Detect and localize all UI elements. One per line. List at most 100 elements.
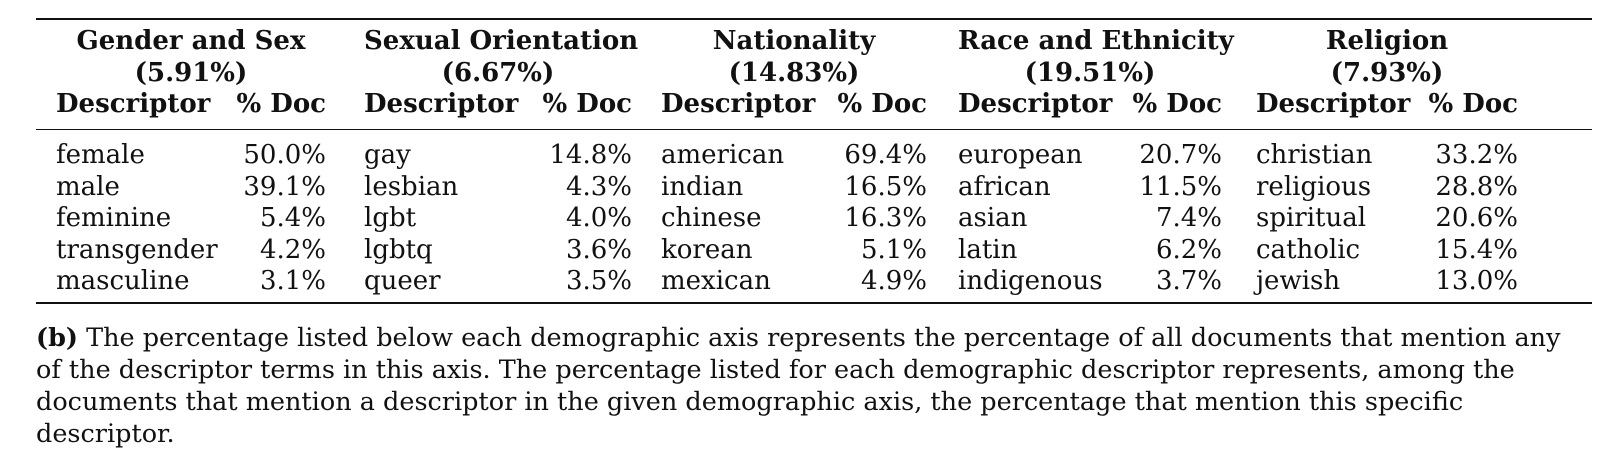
table-row: religious 28.8% xyxy=(1256,172,1518,204)
descriptor-term: mexican xyxy=(661,266,771,296)
descriptor-term: lesbian xyxy=(364,171,459,202)
descriptor-doc-percent: 3.6% xyxy=(565,234,632,265)
descriptor-doc-percent: 16.3% xyxy=(844,203,927,233)
descriptor-rows: christian 33.2% religious 28.8% spiritual 20.… xyxy=(1256,140,1518,298)
axis-group-sexual-orientation: Sexual Orientation (6.67%) Descriptor % Doc… xyxy=(364,18,639,308)
table-row: spiritual 20.6% xyxy=(1256,203,1518,235)
descriptor-term: lgbt xyxy=(364,203,417,233)
descriptor-term: american xyxy=(661,140,785,170)
axis-group-race-and-ethnicity: Race and Ethnicity (19.51%) Descriptor % Do… xyxy=(958,18,1234,308)
descriptor-term: catholic xyxy=(1256,234,1361,265)
axis-title: Sexual Orientation xyxy=(364,26,639,56)
descriptor-column-header: Descriptor xyxy=(661,89,816,119)
descriptor-doc-percent: 69.4% xyxy=(844,140,927,170)
table-row: gay 14.8% xyxy=(364,140,632,172)
descriptor-doc-percent: 7.4% xyxy=(1155,203,1222,233)
descriptor-doc-percent: 3.5% xyxy=(565,266,632,296)
descriptor-doc-percent: 3.7% xyxy=(1155,266,1222,296)
descriptor-doc-percent: 14.8% xyxy=(549,140,632,170)
table-row: mexican 4.9% xyxy=(661,266,927,298)
axis-percentage: (5.91%) xyxy=(134,58,248,88)
table-row: chinese 16.3% xyxy=(661,203,927,235)
descriptor-doc-percent: 4.0% xyxy=(565,203,632,233)
descriptor-term: feminine xyxy=(56,203,172,233)
table-row: european 20.7% xyxy=(958,140,1222,172)
descriptor-doc-percent: 13.0% xyxy=(1435,266,1518,296)
descriptor-doc-percent: 39.1% xyxy=(243,171,326,202)
doc-percent-column-header: % Doc xyxy=(1132,89,1222,119)
descriptor-column-header: Descriptor xyxy=(958,89,1113,119)
descriptor-term: female xyxy=(56,140,145,170)
descriptor-term: spiritual xyxy=(1256,203,1367,233)
descriptor-term: indigenous xyxy=(958,266,1103,296)
axis-group-religion: Religion (7.93%) Descriptor % Doc christian 3… xyxy=(1256,18,1518,308)
descriptor-doc-percent: 15.4% xyxy=(1435,234,1518,265)
table-row: lesbian 4.3% xyxy=(364,172,632,204)
descriptor-doc-percent: 20.7% xyxy=(1139,140,1222,170)
descriptor-doc-percent: 3.1% xyxy=(259,266,326,296)
table-row: latin 6.2% xyxy=(958,235,1222,267)
descriptor-column-header: Descriptor xyxy=(1256,89,1411,119)
table-row: catholic 15.4% xyxy=(1256,235,1518,267)
table-row: feminine 5.4% xyxy=(56,203,326,235)
descriptor-rows: gay 14.8% lesbian 4.3% lgbt 4.0% lgbtq 3.6% quee… xyxy=(364,140,632,298)
descriptor-doc-percent: 4.2% xyxy=(259,234,326,265)
table-row: christian 33.2% xyxy=(1256,140,1518,172)
axis-percentage: (7.93%) xyxy=(1330,58,1444,88)
descriptor-rows: european 20.7% african 11.5% asian 7.4% latin 6… xyxy=(958,140,1222,298)
table-row: korean 5.1% xyxy=(661,235,927,267)
descriptor-doc-percent: 20.6% xyxy=(1435,203,1518,233)
table-caption: (b) The percentage listed below each dem… xyxy=(36,322,1566,450)
descriptor-term: gay xyxy=(364,140,411,170)
descriptor-doc-percent: 11.5% xyxy=(1139,171,1222,202)
descriptor-term: lgbtq xyxy=(364,234,433,265)
descriptor-term: asian xyxy=(958,203,1028,233)
table-row: jewish 13.0% xyxy=(1256,266,1518,298)
descriptor-term: religious xyxy=(1256,171,1372,202)
descriptor-term: african xyxy=(958,171,1051,202)
descriptor-term: jewish xyxy=(1256,266,1341,296)
table-axis-groups: Gender and Sex (5.91%) Descriptor% Doc fema… xyxy=(36,18,1592,308)
table-row: american 69.4% xyxy=(661,140,927,172)
descriptor-column-header: Descriptor xyxy=(364,89,519,119)
table-row: lgbt 4.0% xyxy=(364,203,632,235)
descriptor-rows: female 50.0% male 39.1% feminine 5.4% transgen… xyxy=(56,140,326,298)
table-header-rule xyxy=(36,129,1592,130)
doc-percent-column-header: % Doc xyxy=(837,89,927,119)
axis-title: Nationality xyxy=(712,26,876,56)
doc-percent-column-header: % Doc xyxy=(236,89,326,119)
table-row: female 50.0% xyxy=(56,140,326,172)
table-row: indigenous 3.7% xyxy=(958,266,1222,298)
descriptor-column-header: Descriptor xyxy=(56,89,211,119)
descriptor-term: masculine xyxy=(56,266,190,296)
axis-group-nationality: Nationality (14.83%) Descriptor % Doc americ… xyxy=(661,18,927,308)
table-row: asian 7.4% xyxy=(958,203,1222,235)
axis-title: Religion xyxy=(1325,26,1449,56)
descriptor-term: european xyxy=(958,140,1083,170)
table-top-rule xyxy=(36,18,1592,20)
caption-label: (b) xyxy=(36,323,78,353)
descriptor-term: christian xyxy=(1256,140,1373,170)
descriptor-term: queer xyxy=(364,266,441,296)
axis-percentage: (14.83%) xyxy=(728,58,860,88)
table-row: lgbtq 3.6% xyxy=(364,235,632,267)
descriptor-term: transgender xyxy=(56,234,218,265)
descriptor-term: male xyxy=(56,171,120,202)
axis-percentage: (19.51%) xyxy=(1024,58,1156,88)
table-bottom-rule xyxy=(36,302,1592,304)
descriptor-rows: american 69.4% indian 16.5% chinese 16.3% kore… xyxy=(661,140,927,298)
descriptor-doc-percent: 16.5% xyxy=(844,171,927,202)
descriptor-doc-percent: 4.3% xyxy=(565,171,632,202)
descriptor-term: chinese xyxy=(661,203,762,233)
descriptor-doc-percent: 6.2% xyxy=(1155,234,1222,265)
axis-percentage: (6.67%) xyxy=(441,58,555,88)
table-row: masculine 3.1% xyxy=(56,266,326,298)
table-row: queer 3.5% xyxy=(364,266,632,298)
descriptor-doc-percent: 4.9% xyxy=(860,266,927,296)
doc-percent-column-header: % Doc xyxy=(542,89,632,119)
table-row: indian 16.5% xyxy=(661,172,927,204)
caption-text: The percentage listed below each demogra… xyxy=(36,323,1561,449)
table-row: transgender 4.2% xyxy=(56,235,326,267)
descriptor-term: indian xyxy=(661,171,744,202)
descriptor-doc-percent: 5.1% xyxy=(860,234,927,265)
